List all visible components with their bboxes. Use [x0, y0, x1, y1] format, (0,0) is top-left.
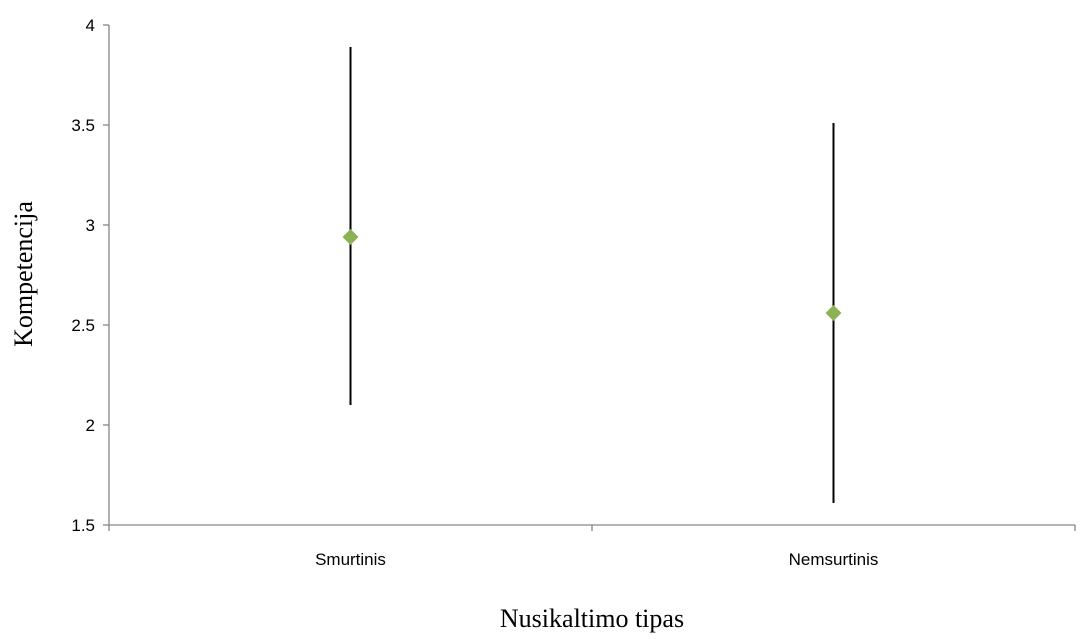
x-tick-label: Smurtinis [315, 550, 386, 569]
axes [108, 25, 1075, 526]
y-tick-label: 3.5 [71, 116, 95, 135]
x-tick-label: Nemsurtinis [789, 550, 879, 569]
y-tick-label: 2.5 [71, 316, 95, 335]
y-axis-title: Kompetencija [9, 201, 38, 347]
y-tick-label: 3 [86, 216, 95, 235]
data-point-marker [825, 305, 842, 321]
y-ticks: 1.5 2 2.5 3 3.5 4 [71, 16, 109, 535]
x-ticks: Smurtinis Nemsurtinis [108, 525, 1076, 569]
y-tick-label: 1.5 [71, 516, 95, 535]
y-tick-label: 4 [86, 16, 95, 35]
data-point-marker [342, 229, 359, 245]
y-tick-label: 2 [86, 416, 95, 435]
error-bars [349, 47, 835, 503]
markers [342, 229, 842, 321]
x-axis-title: Nusikaltimo tipas [500, 604, 684, 633]
